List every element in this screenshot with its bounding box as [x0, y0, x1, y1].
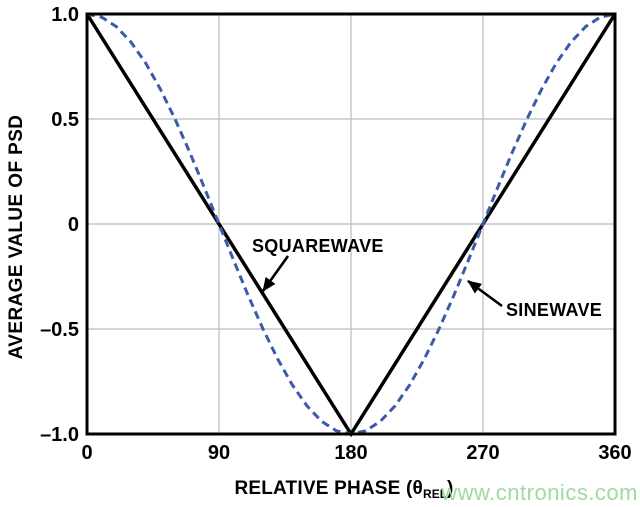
y-tick-label-–1.0: –1.0: [40, 424, 79, 446]
y-axis-title: AVERAGE VALUE OF PSD: [6, 114, 27, 360]
watermark-text: www.cntronics.com: [441, 480, 638, 505]
annotation-arrow-sinewave: [467, 279, 503, 308]
x-axis-title-text: RELATIVE PHASE (: [234, 478, 413, 499]
x-axis-title-closing: ): [447, 478, 454, 499]
x-tick-label-180: 180: [334, 442, 367, 464]
y-tick-label-1.0: 1.0: [51, 4, 79, 26]
annotation-label-squarewave: SQUAREWAVE: [252, 236, 384, 256]
annotation-arrow-squarewave: [261, 255, 290, 292]
theta-symbol: θ: [412, 478, 424, 499]
y-tick-label-–0.5: –0.5: [40, 319, 79, 341]
x-tick-label-90: 90: [208, 442, 230, 464]
theta-subscript: REL: [423, 487, 448, 501]
y-tick-label-0.5: 0.5: [51, 109, 79, 131]
y-tick-label-0: 0: [68, 214, 79, 236]
plot-frame: [85, 12, 617, 436]
x-axis-title: RELATIVE PHASE (θREL): [234, 478, 453, 501]
annotation-label-sinewave: SINEWAVE: [506, 300, 602, 320]
x-tick-label-360: 360: [598, 442, 631, 464]
x-tick-label-270: 270: [466, 442, 499, 464]
x-tick-label-0: 0: [81, 442, 92, 464]
